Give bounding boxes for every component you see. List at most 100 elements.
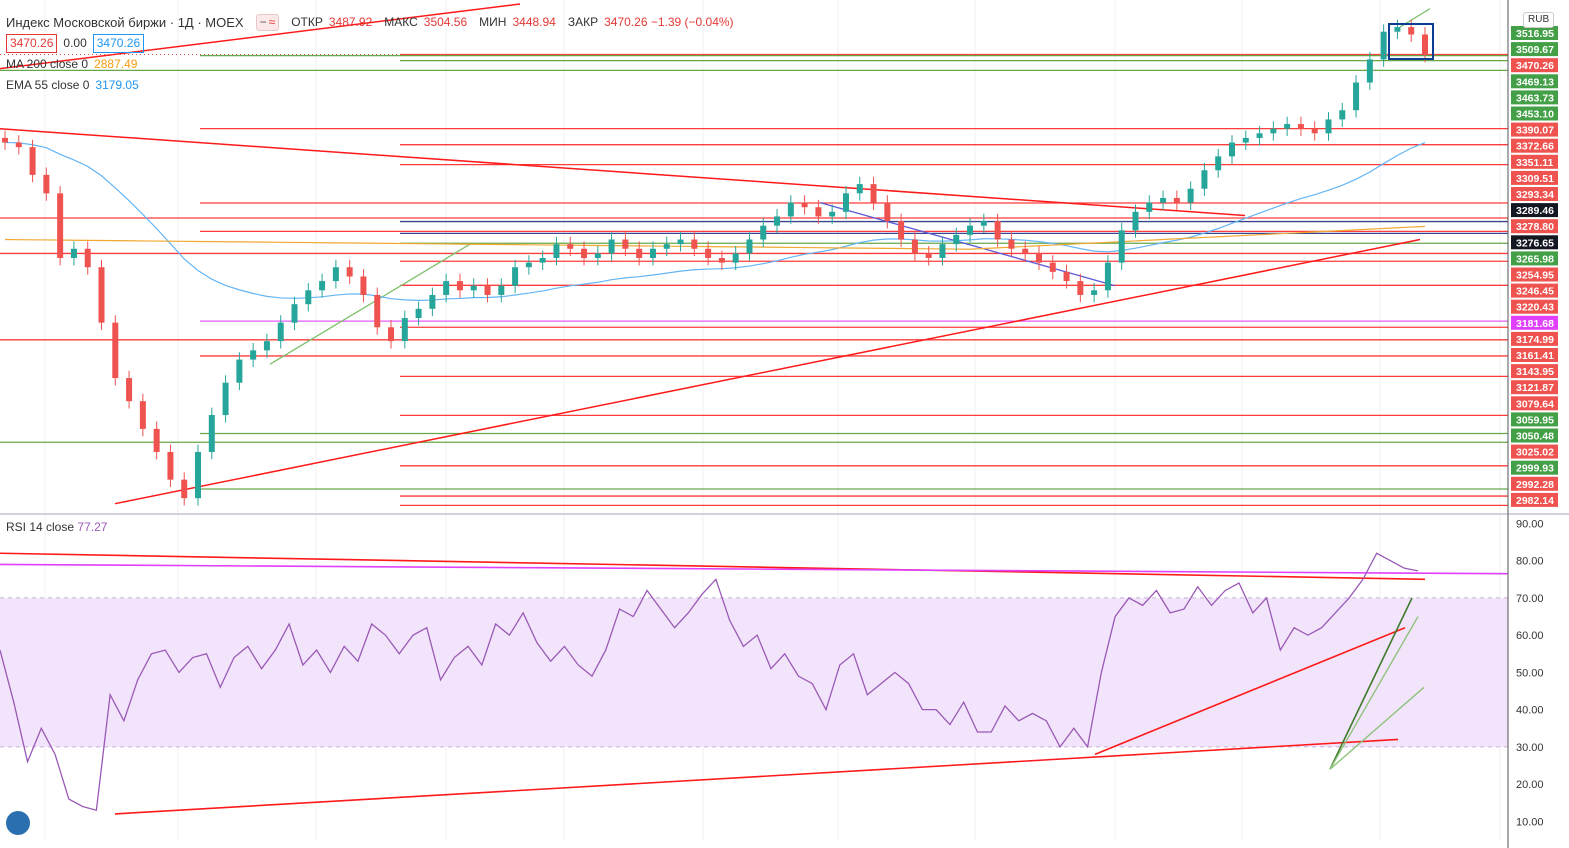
chart-legend: Индекс Московской биржи · 1Д · MOEX − ≈ … [6, 12, 740, 96]
rsi-trendline [0, 552, 1426, 581]
candle-body [1160, 197, 1167, 203]
price-label: 3121.87 [1516, 382, 1554, 394]
candle-body [1049, 262, 1056, 272]
price-label: 3059.95 [1516, 414, 1554, 426]
rsi-fan-line [1329, 597, 1413, 770]
ohlc-low-value: 3448.94 [512, 15, 556, 29]
price-label: 3174.99 [1516, 334, 1554, 346]
rsi-tick-label: 60.00 [1516, 630, 1544, 642]
candle-body [388, 327, 395, 342]
candle-body [263, 341, 270, 351]
price-label-bg [1511, 26, 1558, 40]
price-label: 3390.07 [1516, 125, 1554, 137]
candle-body [167, 451, 174, 480]
price-label: 3509.67 [1516, 44, 1554, 56]
price-label-bg [1511, 187, 1558, 201]
candle-body [1091, 290, 1098, 295]
price-label-bg [1511, 476, 1558, 491]
price-label-bg [1511, 315, 1558, 330]
price-label: 3372.66 [1516, 141, 1554, 153]
price-label-bg [1511, 235, 1558, 250]
candle-body [401, 318, 408, 342]
price-label-bg [1511, 90, 1558, 105]
price-label-bg [1511, 106, 1558, 121]
candle-body [374, 294, 381, 328]
candle-body [195, 451, 202, 499]
candle-body [1422, 34, 1428, 55]
candle-body [70, 248, 77, 258]
candle-body [939, 244, 946, 258]
candle-body [636, 248, 643, 258]
ohlc-open-label: ОТКР [291, 15, 323, 29]
price-label: 3470.26 [1516, 60, 1554, 72]
candle-body [1339, 110, 1346, 120]
price-label: 3289.46 [1516, 205, 1554, 217]
price-label: 3254.95 [1516, 270, 1554, 282]
candle-body [1311, 128, 1318, 134]
symbol-title[interactable]: Индекс Московской биржи · 1Д · MOEX [6, 15, 244, 30]
currency-badge[interactable]: RUB [1523, 12, 1555, 28]
price-label-bg [1511, 138, 1558, 153]
price-label-bg [1511, 412, 1558, 427]
candle-body [1353, 82, 1360, 111]
candle-body [953, 234, 960, 245]
candle-body [15, 142, 22, 148]
rsi-fan-line [1329, 686, 1425, 770]
candle-body [677, 239, 684, 245]
ma-legend-row[interactable]: MA 200 close 0 2887.49 [6, 54, 740, 75]
rsi-line [0, 552, 1419, 812]
candle-body [250, 350, 257, 360]
candle-body [1022, 248, 1029, 254]
candle-body [1256, 133, 1263, 138]
price-label-bg [1511, 364, 1558, 379]
candle-body [884, 202, 891, 222]
highlight-box [1388, 23, 1434, 60]
minus-icon[interactable]: − [259, 15, 267, 29]
candle-body [1270, 128, 1277, 134]
ema-line [4, 141, 1426, 302]
price-pane[interactable] [0, 0, 1508, 840]
price-label-bg [1511, 58, 1558, 73]
candle-body [2, 137, 8, 143]
mode-toggle[interactable]: − ≈ [255, 14, 280, 31]
candle-body [980, 221, 987, 226]
candle-body [1132, 211, 1139, 231]
candle-body [856, 184, 863, 194]
candle-body [870, 184, 877, 203]
candle-body [1380, 31, 1387, 60]
rsi-pane[interactable] [0, 552, 1509, 815]
candle-body [801, 202, 808, 208]
candle-body [57, 193, 64, 258]
candle-body [84, 248, 91, 268]
price-label: 3469.13 [1516, 76, 1554, 88]
price-label: 3276.65 [1516, 237, 1554, 249]
candle-body [498, 285, 505, 295]
candle-body [470, 285, 477, 291]
buy-price-button[interactable]: 3470.26 [92, 34, 145, 53]
rsi-legend[interactable]: RSI 14 close 77.27 [6, 520, 107, 534]
candle-body [319, 281, 326, 291]
candle-body [139, 401, 146, 429]
ema-legend-row[interactable]: EMA 55 close 0 3179.05 [6, 75, 740, 96]
candle-body [539, 258, 546, 263]
candle-body [581, 248, 588, 258]
candle-body [236, 359, 243, 383]
candle-body [415, 308, 422, 319]
price-label-bg [1511, 348, 1558, 362]
ema-legend-value: 3179.05 [95, 78, 139, 92]
approx-icon[interactable]: ≈ [268, 15, 276, 29]
price-label-bg [1511, 428, 1558, 443]
rsi-tick-label: 70.00 [1516, 593, 1544, 605]
tradingview-logo-icon[interactable] [6, 811, 30, 835]
sell-price-button[interactable]: 3470.26 [6, 34, 58, 53]
price-label-bg [1511, 283, 1558, 298]
candle-body [1063, 271, 1070, 282]
candle-body [1242, 137, 1249, 143]
ohlc-open-value: 3487.92 [328, 15, 373, 29]
candle-body [512, 267, 519, 286]
rsi-tick-label: 90.00 [1516, 518, 1544, 530]
trendline [269, 243, 471, 365]
price-label: 3463.73 [1516, 92, 1554, 104]
